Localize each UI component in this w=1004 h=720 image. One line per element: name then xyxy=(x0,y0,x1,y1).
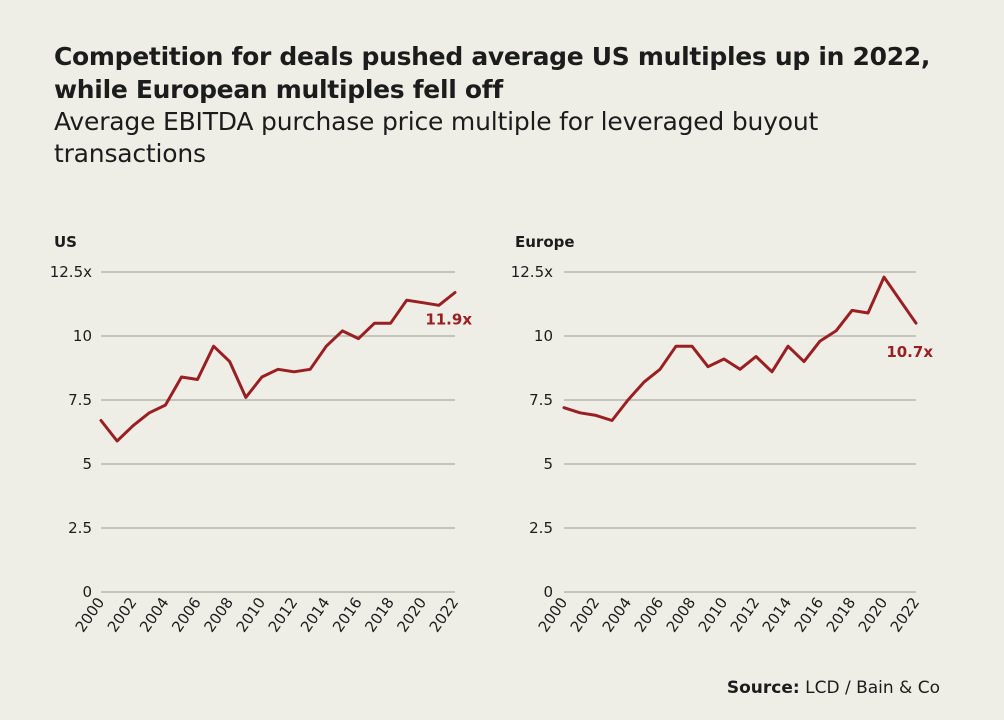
end-value-label: 11.9x xyxy=(425,310,472,328)
x-tick-label: 2004 xyxy=(136,594,173,636)
y-tick-label: 10 xyxy=(73,327,92,345)
y-tick-label: 10 xyxy=(534,327,553,345)
x-tick-label: 2002 xyxy=(567,594,604,636)
x-tick-label: 2006 xyxy=(168,594,205,636)
y-tick-label: 12.5x xyxy=(50,263,92,281)
x-tick-label: 2020 xyxy=(393,594,430,636)
end-value-label: 10.7x xyxy=(886,343,933,361)
source-label: Source: xyxy=(726,678,800,698)
y-tick-label: 5 xyxy=(82,455,92,473)
series-line xyxy=(99,291,457,443)
x-tick-label: 2004 xyxy=(599,594,636,636)
y-tick-label: 7.5 xyxy=(529,391,553,409)
x-tick-label: 2016 xyxy=(329,594,366,636)
panel-title: Europe xyxy=(515,233,575,251)
x-tick-label: 2000 xyxy=(535,594,572,636)
x-tick-label: 2010 xyxy=(695,594,732,636)
y-tick-label: 0 xyxy=(543,583,553,601)
x-tick-label: 2018 xyxy=(823,594,860,636)
panel-title: US xyxy=(54,233,77,251)
x-tick-label: 2020 xyxy=(855,594,892,636)
x-tick-label: 2018 xyxy=(361,594,398,636)
y-tick-label: 7.5 xyxy=(68,391,92,409)
y-tick-label: 5 xyxy=(543,455,553,473)
x-tick-label: 2008 xyxy=(663,594,700,636)
x-tick-label: 2006 xyxy=(631,594,668,636)
x-tick-label: 2010 xyxy=(233,594,270,636)
x-tick-label: 2002 xyxy=(104,594,141,636)
x-tick-label: 2000 xyxy=(72,594,109,636)
y-tick-label: 2.5 xyxy=(529,519,553,537)
x-tick-label: 2012 xyxy=(727,594,764,636)
y-tick-label: 12.5x xyxy=(511,263,553,281)
x-tick-label: 2012 xyxy=(265,594,302,636)
chart-title: Competition for deals pushed average US … xyxy=(54,42,931,104)
source-text: LCD / Bain & Co xyxy=(805,678,940,698)
x-tick-label: 2016 xyxy=(791,594,828,636)
chart-subtitle: Average EBITDA purchase price multiple f… xyxy=(54,107,819,168)
x-tick-label: 2008 xyxy=(200,594,237,636)
y-tick-label: 2.5 xyxy=(68,519,92,537)
x-tick-label: 2014 xyxy=(297,594,334,636)
y-tick-label: 0 xyxy=(82,583,92,601)
source-note: Source: LCD / Bain & Co xyxy=(727,678,940,698)
x-tick-label: 2022 xyxy=(887,594,924,636)
x-tick-label: 2014 xyxy=(759,594,796,636)
x-tick-label: 2022 xyxy=(426,594,463,636)
series-line xyxy=(562,275,918,422)
